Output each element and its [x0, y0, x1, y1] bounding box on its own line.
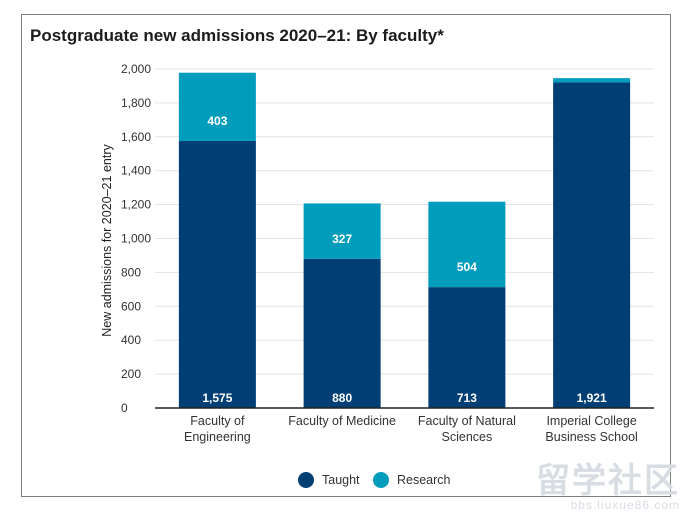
data-label: 713 — [457, 391, 477, 405]
bar-research — [428, 201, 506, 288]
legend-label-taught: Taught — [322, 473, 360, 487]
bar-research — [553, 78, 631, 83]
x-tick-label: Imperial College — [546, 414, 636, 428]
y-axis-title: New admissions for 2020–21 entry — [100, 144, 114, 337]
y-tick-label: 1,000 — [121, 232, 151, 246]
x-tick-label: Faculty of — [190, 414, 245, 428]
bar-taught — [553, 82, 631, 408]
data-label: 327 — [332, 232, 352, 246]
legend-swatch-taught — [298, 472, 314, 488]
x-tick-label: Engineering — [184, 430, 251, 444]
y-tick-label: 600 — [121, 299, 141, 313]
watermark-text: 留学社区 — [536, 462, 680, 500]
y-tick-label: 1,400 — [121, 164, 151, 178]
bar-taught — [303, 258, 381, 408]
y-tick-label: 200 — [121, 367, 141, 381]
watermark-url: bbs.liuxue86.com — [570, 498, 680, 512]
y-tick-label: 1,200 — [121, 198, 151, 212]
data-label: 403 — [207, 114, 227, 128]
bar-research — [178, 72, 256, 142]
y-tick-label: 400 — [121, 333, 141, 347]
y-tick-label: 800 — [121, 265, 141, 279]
x-tick-label: Faculty of Natural — [418, 414, 516, 428]
y-tick-label: 1,600 — [121, 130, 151, 144]
data-label: 1,575 — [202, 391, 232, 405]
y-tick-label: 1,800 — [121, 96, 151, 110]
bar-taught — [428, 287, 506, 408]
bar-taught — [178, 141, 256, 408]
x-tick-label: Business School — [545, 430, 637, 444]
x-tick-label: Faculty of Medicine — [288, 414, 396, 428]
y-tick-label: 0 — [121, 401, 128, 415]
watermark: 留学社区 bbs.liuxue86.com — [536, 463, 680, 512]
chart-title: Postgraduate new admissions 2020–21: By … — [30, 26, 444, 45]
legend-label-research: Research — [397, 473, 451, 487]
bar-research — [303, 203, 381, 259]
data-label: 504 — [457, 260, 477, 274]
x-tick-label: Sciences — [442, 430, 493, 444]
y-tick-label: 2,000 — [121, 62, 151, 76]
data-label: 1,921 — [577, 391, 607, 405]
legend-swatch-research — [373, 472, 389, 488]
data-label: 880 — [332, 391, 352, 405]
